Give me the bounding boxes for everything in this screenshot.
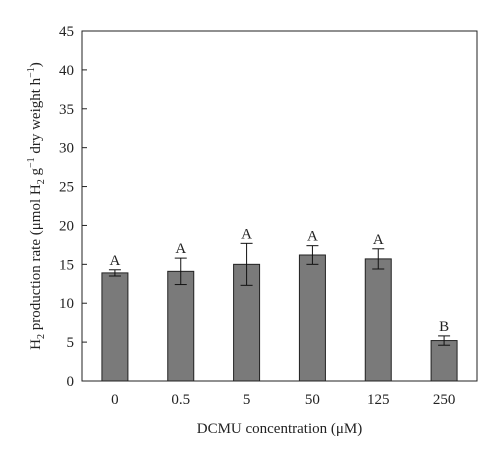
significance-label: A — [175, 241, 186, 257]
x-tick-label: 125 — [367, 392, 390, 408]
significance-label: A — [373, 232, 384, 248]
y-title-middle: production rate (μmol H — [28, 184, 44, 334]
y-axis: 0 5 10 15 20 25 30 35 40 45 — [59, 24, 87, 390]
significance-labels-group: A A A A A B — [109, 226, 449, 335]
y-tick-label: 40 — [59, 63, 74, 79]
y-title-sub-1: 2 — [36, 334, 47, 339]
y-tick-label: 0 — [67, 374, 75, 390]
y-title-sub-2: 2 — [36, 179, 47, 184]
y-tick-label: 5 — [67, 335, 75, 351]
bar — [298, 254, 326, 382]
bar — [167, 270, 195, 382]
y-title-suffix: ) — [28, 62, 44, 67]
plot-frame — [81, 30, 478, 382]
y-title-sup-1: −1 — [26, 157, 37, 168]
x-tick-label: 5 — [243, 392, 251, 408]
bars-group — [101, 254, 458, 382]
y-tick-label: 25 — [59, 180, 74, 196]
significance-label: A — [307, 229, 318, 245]
x-axis: 0 0.5 5 50 125 250 — [111, 392, 455, 408]
y-tick-label: 35 — [59, 102, 74, 118]
x-tick-label: 0.5 — [171, 392, 190, 408]
y-tick-label: 45 — [59, 24, 74, 40]
y-title-prefix: H — [28, 339, 44, 350]
y-tick-label: 20 — [59, 218, 74, 234]
y-title-sup-2: −1 — [26, 67, 37, 78]
bar — [364, 258, 392, 382]
significance-label: A — [109, 253, 120, 269]
x-tick-label: 50 — [305, 392, 320, 408]
y-axis-title: H2 production rate (μmol H2 g−1 dry weig… — [26, 62, 47, 350]
significance-label: B — [439, 319, 449, 335]
x-axis-title: DCMU concentration (μM) — [197, 421, 363, 437]
x-tick-label: 250 — [433, 392, 456, 408]
y-title-g: g — [28, 168, 44, 180]
bar — [101, 272, 129, 382]
x-tick-label: 0 — [111, 392, 119, 408]
y-title-dry: dry weight h — [28, 77, 44, 157]
significance-label: A — [241, 226, 252, 242]
y-tick-label: 30 — [59, 141, 74, 157]
y-tick-label: 10 — [59, 296, 74, 312]
bar — [430, 340, 458, 382]
error-bars-group — [108, 242, 451, 346]
y-tick-label: 15 — [59, 257, 74, 273]
